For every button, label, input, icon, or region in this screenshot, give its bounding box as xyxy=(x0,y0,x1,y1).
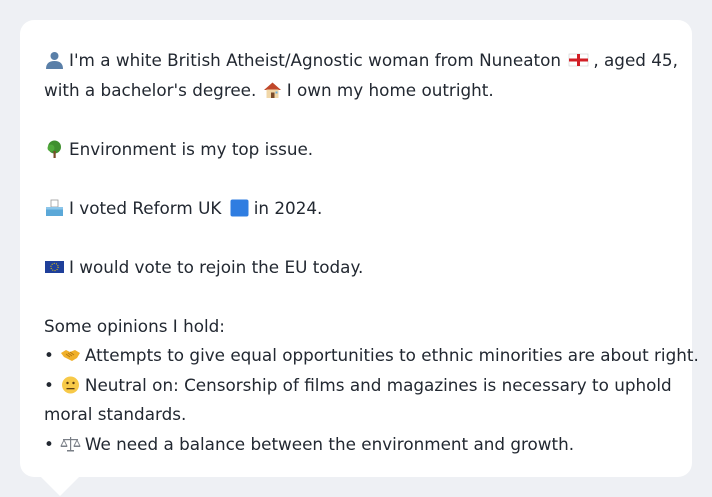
vote-year-text: in 2024. xyxy=(253,197,323,218)
intro-text: I'm a white British Atheist/Agnostic wom… xyxy=(69,50,561,70)
home-text: I own my home outright. xyxy=(286,79,494,100)
bullet: • xyxy=(44,345,54,365)
top-issue-text: Environment is my top issue. xyxy=(69,138,314,159)
bullet: • xyxy=(44,433,54,454)
opinion-item-continuation: moral standards. xyxy=(44,404,187,424)
eu-line: I would vote to rejoin the EU today. xyxy=(44,253,668,283)
vote-text: I voted Reform UK xyxy=(69,197,222,218)
eu-flag-icon xyxy=(44,258,65,276)
opinions-heading: Some opinions I hold: xyxy=(44,315,225,336)
opinion-item: • Neutral on: Censorship of films and ma… xyxy=(44,371,672,401)
england-flag-icon xyxy=(568,51,589,69)
handshake-icon xyxy=(60,346,81,364)
bullet: • xyxy=(44,374,54,395)
top-issue-line: Environment is my top issue. xyxy=(44,135,668,165)
neutral-face-icon xyxy=(60,376,81,394)
persona-card: I'm a white British Atheist/Agnostic wom… xyxy=(20,20,699,477)
person-silhouette-icon xyxy=(44,51,65,69)
opinion-item: • We need a balance between the environm… xyxy=(44,430,668,460)
opinion-text: Attempts to give equal opportunities to … xyxy=(84,345,699,365)
education-text: with a bachelor's degree. xyxy=(44,79,257,100)
opinion-text: We need a balance between the environmen… xyxy=(84,433,575,454)
speech-bubble-pointer xyxy=(40,476,80,496)
opinion-text: Neutral on: Censorship of films and maga… xyxy=(84,374,672,395)
vote-line: I voted Reform UK in 2024. xyxy=(44,194,668,224)
intro-line-2: with a bachelor's degree. I own my home … xyxy=(44,76,668,106)
opinion-item: • Attempts to give equal opportunities t… xyxy=(44,341,699,371)
eu-text: I would vote to rejoin the EU today. xyxy=(69,256,364,277)
tree-icon xyxy=(44,140,65,158)
balance-scale-icon xyxy=(60,435,81,453)
intro-line-1: I'm a white British Atheist/Agnostic wom… xyxy=(44,46,678,76)
house-icon xyxy=(262,81,283,99)
ballot-box-icon xyxy=(44,199,65,217)
party-color-square-icon xyxy=(229,199,250,217)
age-text: , aged 45, xyxy=(593,50,678,70)
